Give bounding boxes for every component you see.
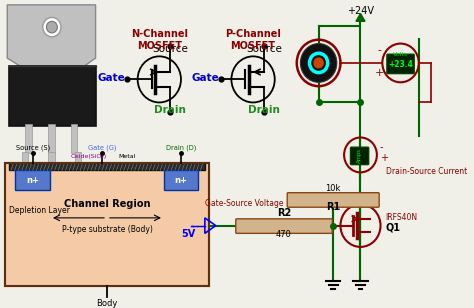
- Text: Volts: Volts: [393, 52, 408, 57]
- Text: -: -: [380, 142, 383, 152]
- Text: IRFS40N: IRFS40N: [385, 213, 417, 222]
- Text: +: +: [380, 153, 388, 163]
- Text: R1: R1: [326, 202, 340, 212]
- Bar: [164, 170, 199, 190]
- Bar: [48, 124, 55, 153]
- FancyBboxPatch shape: [387, 54, 414, 74]
- FancyBboxPatch shape: [287, 193, 379, 207]
- Text: Gate: Gate: [191, 73, 219, 83]
- Bar: [16, 170, 50, 190]
- Text: Depletion Layer: Depletion Layer: [9, 206, 70, 215]
- Text: +24V: +24V: [347, 6, 374, 16]
- Text: Source: Source: [152, 43, 188, 54]
- Text: n+: n+: [174, 176, 188, 184]
- Text: Body: Body: [96, 299, 118, 308]
- Text: R2: R2: [277, 208, 291, 218]
- Bar: [74, 152, 81, 169]
- Bar: [22, 152, 28, 169]
- Text: Gate: Gate: [97, 73, 125, 83]
- Text: 470: 470: [276, 230, 292, 239]
- Text: +23.4: +23.4: [388, 60, 413, 69]
- Bar: [5, 163, 210, 286]
- Text: Oxide(SiO₂): Oxide(SiO₂): [71, 154, 107, 159]
- Text: Amps: Amps: [357, 148, 362, 163]
- Circle shape: [46, 21, 57, 33]
- Text: P-type substrate (Body): P-type substrate (Body): [62, 225, 153, 234]
- FancyBboxPatch shape: [350, 147, 369, 164]
- Bar: [71, 124, 77, 153]
- Text: 10k: 10k: [326, 184, 341, 193]
- Text: +: +: [375, 68, 384, 79]
- Bar: [26, 124, 32, 153]
- Text: Channel Region: Channel Region: [64, 200, 150, 209]
- Text: Q1: Q1: [385, 222, 400, 233]
- Text: Metal: Metal: [119, 154, 136, 159]
- Polygon shape: [7, 5, 96, 68]
- FancyBboxPatch shape: [9, 66, 96, 126]
- Bar: [9, 163, 205, 170]
- Text: Drain: Drain: [248, 105, 280, 115]
- Polygon shape: [356, 14, 365, 21]
- Text: Gate-Source Voltage: Gate-Source Voltage: [205, 199, 283, 208]
- Text: Gate (G): Gate (G): [88, 144, 117, 151]
- Circle shape: [43, 18, 61, 37]
- Circle shape: [301, 43, 337, 82]
- Bar: [5, 163, 210, 286]
- Text: Drain: Drain: [154, 105, 186, 115]
- Text: 5V: 5V: [182, 229, 196, 239]
- Text: n+: n+: [26, 176, 39, 184]
- Text: -: -: [378, 45, 382, 55]
- Text: Drain-Source Current: Drain-Source Current: [386, 167, 467, 176]
- Text: Source: Source: [246, 43, 282, 54]
- Bar: [48, 152, 55, 169]
- FancyBboxPatch shape: [236, 219, 332, 233]
- Text: N-Channel
MOSFET: N-Channel MOSFET: [131, 29, 188, 51]
- Text: P-Channel
MOSFET: P-Channel MOSFET: [225, 29, 281, 51]
- Circle shape: [314, 58, 323, 68]
- Text: Drain (D): Drain (D): [166, 144, 196, 151]
- Text: Source (S): Source (S): [16, 144, 50, 151]
